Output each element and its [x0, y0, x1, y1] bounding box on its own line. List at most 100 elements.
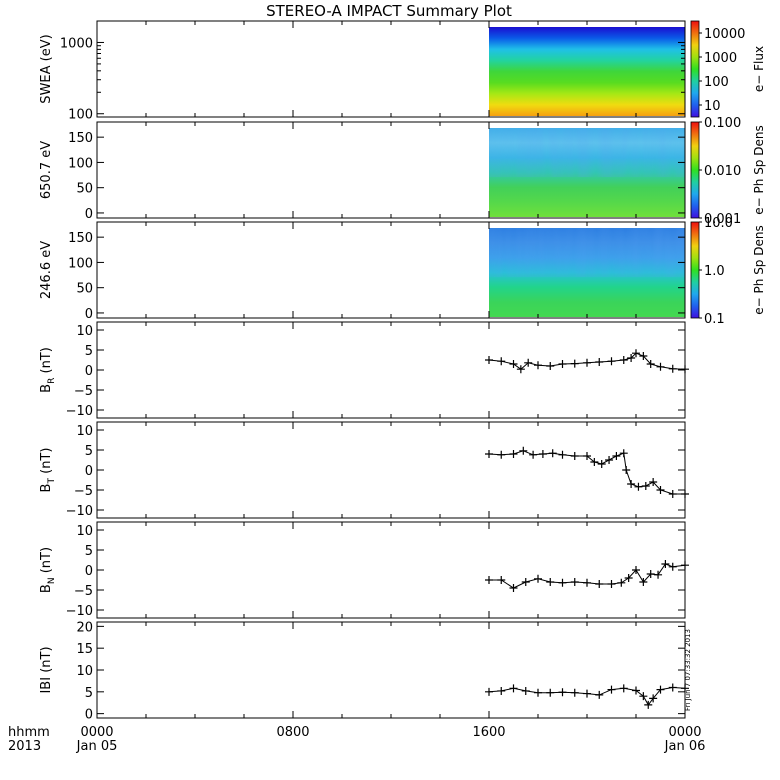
y-tick-label: 50: [76, 282, 93, 297]
data-point: [521, 578, 530, 586]
y-tick-label: −5: [74, 484, 93, 499]
data-point: [656, 362, 665, 371]
y-tick-label: 100: [68, 108, 93, 123]
y-tick-label: 5: [85, 544, 93, 559]
colorbar-gradient: [690, 221, 700, 319]
y-axis-label: 650.7 eV: [39, 141, 54, 199]
heatmap-texture: [489, 228, 685, 277]
data-point: [627, 354, 636, 362]
data-point: [521, 686, 530, 695]
y-tick-label: 150: [68, 131, 93, 146]
colorbar-1: 10000 1000 100 10 e− Flux: [690, 20, 766, 118]
colorbar-tick-label: 1.0: [704, 264, 725, 279]
y-tick-label: 5: [85, 686, 93, 701]
colorbar-gradient: [690, 20, 700, 118]
data-point: [546, 578, 555, 586]
colorbar-gradient: [690, 121, 700, 219]
plot-title: STEREO-A IMPACT Summary Plot: [266, 2, 512, 20]
time-tick-label: 1600: [472, 725, 505, 740]
data-point: [509, 360, 518, 368]
y-tick-label: 0: [85, 708, 93, 723]
y-tick-label: 150: [68, 231, 93, 246]
y-axis-label: BR (nT): [39, 347, 57, 393]
data-point: [607, 685, 616, 694]
data-point: [485, 576, 493, 584]
data-point: [595, 580, 604, 588]
panel-frame: [96, 421, 686, 519]
data-point: [497, 686, 506, 695]
data-point: [661, 560, 670, 568]
y-tick-label: 100: [68, 256, 93, 271]
data-point: [570, 578, 579, 586]
data-point: [516, 365, 525, 374]
y-tick-label: 10: [76, 664, 93, 679]
data-point: [534, 688, 542, 697]
panel-4: −10 −5 0 5 10 BR (nT): [39, 321, 689, 419]
heatmap-texture: [489, 128, 685, 177]
colorbar-tick-label: 0.100: [704, 116, 741, 131]
colorbar-tick-label: 10: [704, 99, 721, 114]
data-point: [558, 360, 567, 368]
panel-5: −10 −5 0 5 10 BT (nT): [39, 421, 689, 519]
data-point: [646, 570, 655, 578]
data-point: [656, 685, 665, 694]
y-axis-label: BN (nT): [39, 547, 57, 593]
data-point: [558, 688, 567, 697]
colorbar-tick-label: 100: [704, 75, 729, 90]
data-point: [639, 692, 648, 701]
data-point: [570, 452, 579, 460]
y-tick-label: 0: [85, 464, 93, 479]
y-tick-label: −10: [66, 404, 93, 419]
colorbar-label: e− Ph Sp Dens: [752, 125, 766, 214]
y-axis-label: BT (nT): [39, 448, 57, 493]
data-line: [488, 352, 685, 370]
colorbar-tick-label: 0.001: [704, 212, 741, 227]
colorbar-label: e− Ph Sp Dens: [752, 225, 766, 314]
data-point: [668, 364, 677, 373]
y-tick-label: 5: [85, 444, 93, 459]
data-point: [632, 566, 640, 574]
panel-frame: [96, 621, 686, 719]
data-point: [583, 358, 591, 367]
data-point: [639, 352, 648, 360]
data-point: [548, 449, 557, 458]
data-point: [590, 458, 599, 466]
y-tick-label: −5: [74, 384, 93, 399]
data-point: [497, 450, 506, 459]
y-axis-label: SWEA (eV): [39, 34, 54, 103]
data-point: [641, 482, 650, 490]
y-tick-label: 100: [68, 156, 93, 171]
panel-3: 0 50 100 150 246.6 eV: [39, 221, 686, 322]
data-point: [619, 356, 628, 364]
data-point: [668, 562, 677, 571]
data-point: [654, 570, 663, 579]
data-point: [519, 446, 528, 455]
data-point: [583, 452, 591, 460]
colorbars: 10000 1000 100 10 e− Flux 0.100 0.010 0.001 e− P…: [690, 20, 766, 327]
data-point: [509, 684, 518, 693]
data-point: [497, 576, 506, 584]
y-tick-label: 10: [76, 324, 93, 339]
data-point: [595, 358, 604, 366]
data-point: [529, 450, 538, 459]
data-point: [497, 357, 506, 366]
y-tick-label: −5: [74, 584, 93, 599]
data-point: [558, 578, 567, 587]
data-point: [583, 689, 591, 698]
data-point: [509, 584, 518, 592]
panel-frame: [96, 321, 686, 419]
y-tick-label: 20: [76, 620, 93, 635]
data-point: [668, 683, 677, 692]
y-tick-label: 5: [85, 344, 93, 359]
data-point: [644, 700, 653, 709]
colorbar-3: 10.0 1.0 0.1 e− Ph Sp Dens: [690, 216, 766, 327]
data-point: [627, 480, 636, 488]
data-point: [622, 466, 631, 474]
time-tick-label: 0000: [80, 725, 113, 740]
data-point: [632, 349, 640, 358]
data-point: [595, 690, 604, 699]
data-point: [639, 578, 648, 586]
data-point: [546, 688, 555, 697]
